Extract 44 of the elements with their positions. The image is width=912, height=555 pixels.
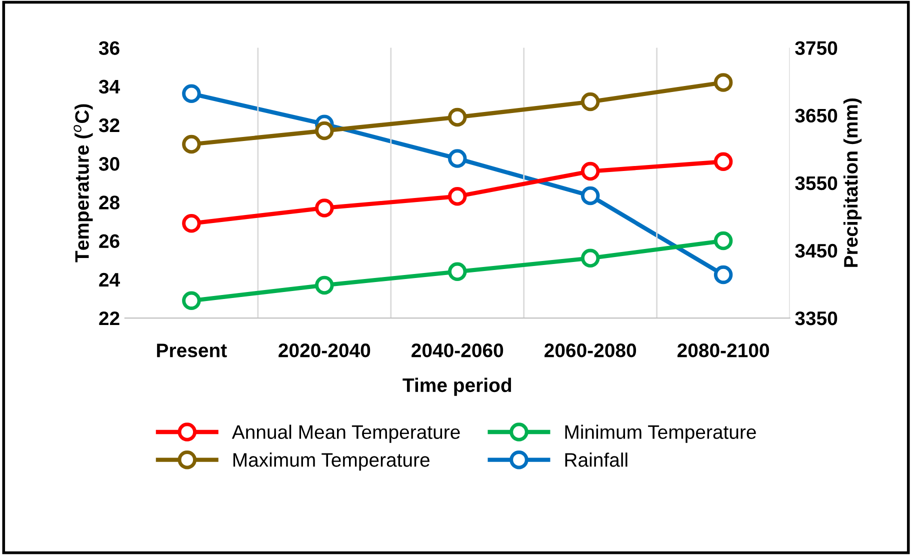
- y-tick-label: 30: [98, 157, 120, 171]
- point: [580, 162, 600, 181]
- y2-tick-label: 3650: [795, 108, 838, 123]
- point: [315, 276, 334, 295]
- point: [448, 262, 467, 282]
- point: [315, 198, 334, 218]
- point: [714, 265, 733, 284]
- x-tick-label: 2060-2080: [544, 344, 636, 358]
- point: [182, 134, 201, 154]
- y-tick-label: 26: [99, 234, 120, 248]
- legend-label: Annual Mean Temperature: [232, 424, 460, 443]
- point: [448, 108, 467, 127]
- point: [448, 149, 467, 168]
- legend-label: Rainfall: [565, 452, 628, 467]
- x-tick-label: 2020-2040: [278, 344, 370, 358]
- point: [714, 73, 733, 92]
- y2-axis-title: Precipitation (mm): [843, 98, 862, 267]
- point: [714, 152, 733, 172]
- point: [315, 121, 334, 140]
- legend-label: Maximum Temperature: [233, 452, 430, 471]
- y-tick-label: 28: [99, 196, 120, 210]
- point: [182, 84, 201, 104]
- y-tick-label: 34: [98, 80, 120, 94]
- x-axis-title: Time period: [402, 378, 512, 396]
- point: [448, 187, 467, 206]
- y-tick-label: 22: [99, 311, 120, 326]
- y2-tick-label: 3450: [795, 244, 838, 258]
- point: [182, 291, 201, 310]
- point: [580, 248, 600, 268]
- point: [714, 231, 733, 250]
- y2-tick-label: 3750: [795, 41, 838, 55]
- y-tick-label: 32: [98, 118, 120, 132]
- y-tick-label: 24: [99, 272, 120, 286]
- point: [580, 92, 600, 112]
- x-tick-label: 2040-2060: [412, 344, 504, 358]
- point: [580, 186, 600, 206]
- legend-label: Minimum Temperature: [565, 424, 756, 443]
- point: [182, 214, 201, 233]
- y2-tick-label: 3550: [795, 176, 838, 190]
- x-tick-label: Present: [157, 344, 227, 358]
- y2-tick-label: 3350: [795, 311, 838, 326]
- x-tick-label: 2080-2100: [677, 344, 770, 358]
- y-tick-label: 36: [98, 41, 120, 55]
- y-axis-title: Temperature ($^{o}$C): [74, 104, 93, 262]
